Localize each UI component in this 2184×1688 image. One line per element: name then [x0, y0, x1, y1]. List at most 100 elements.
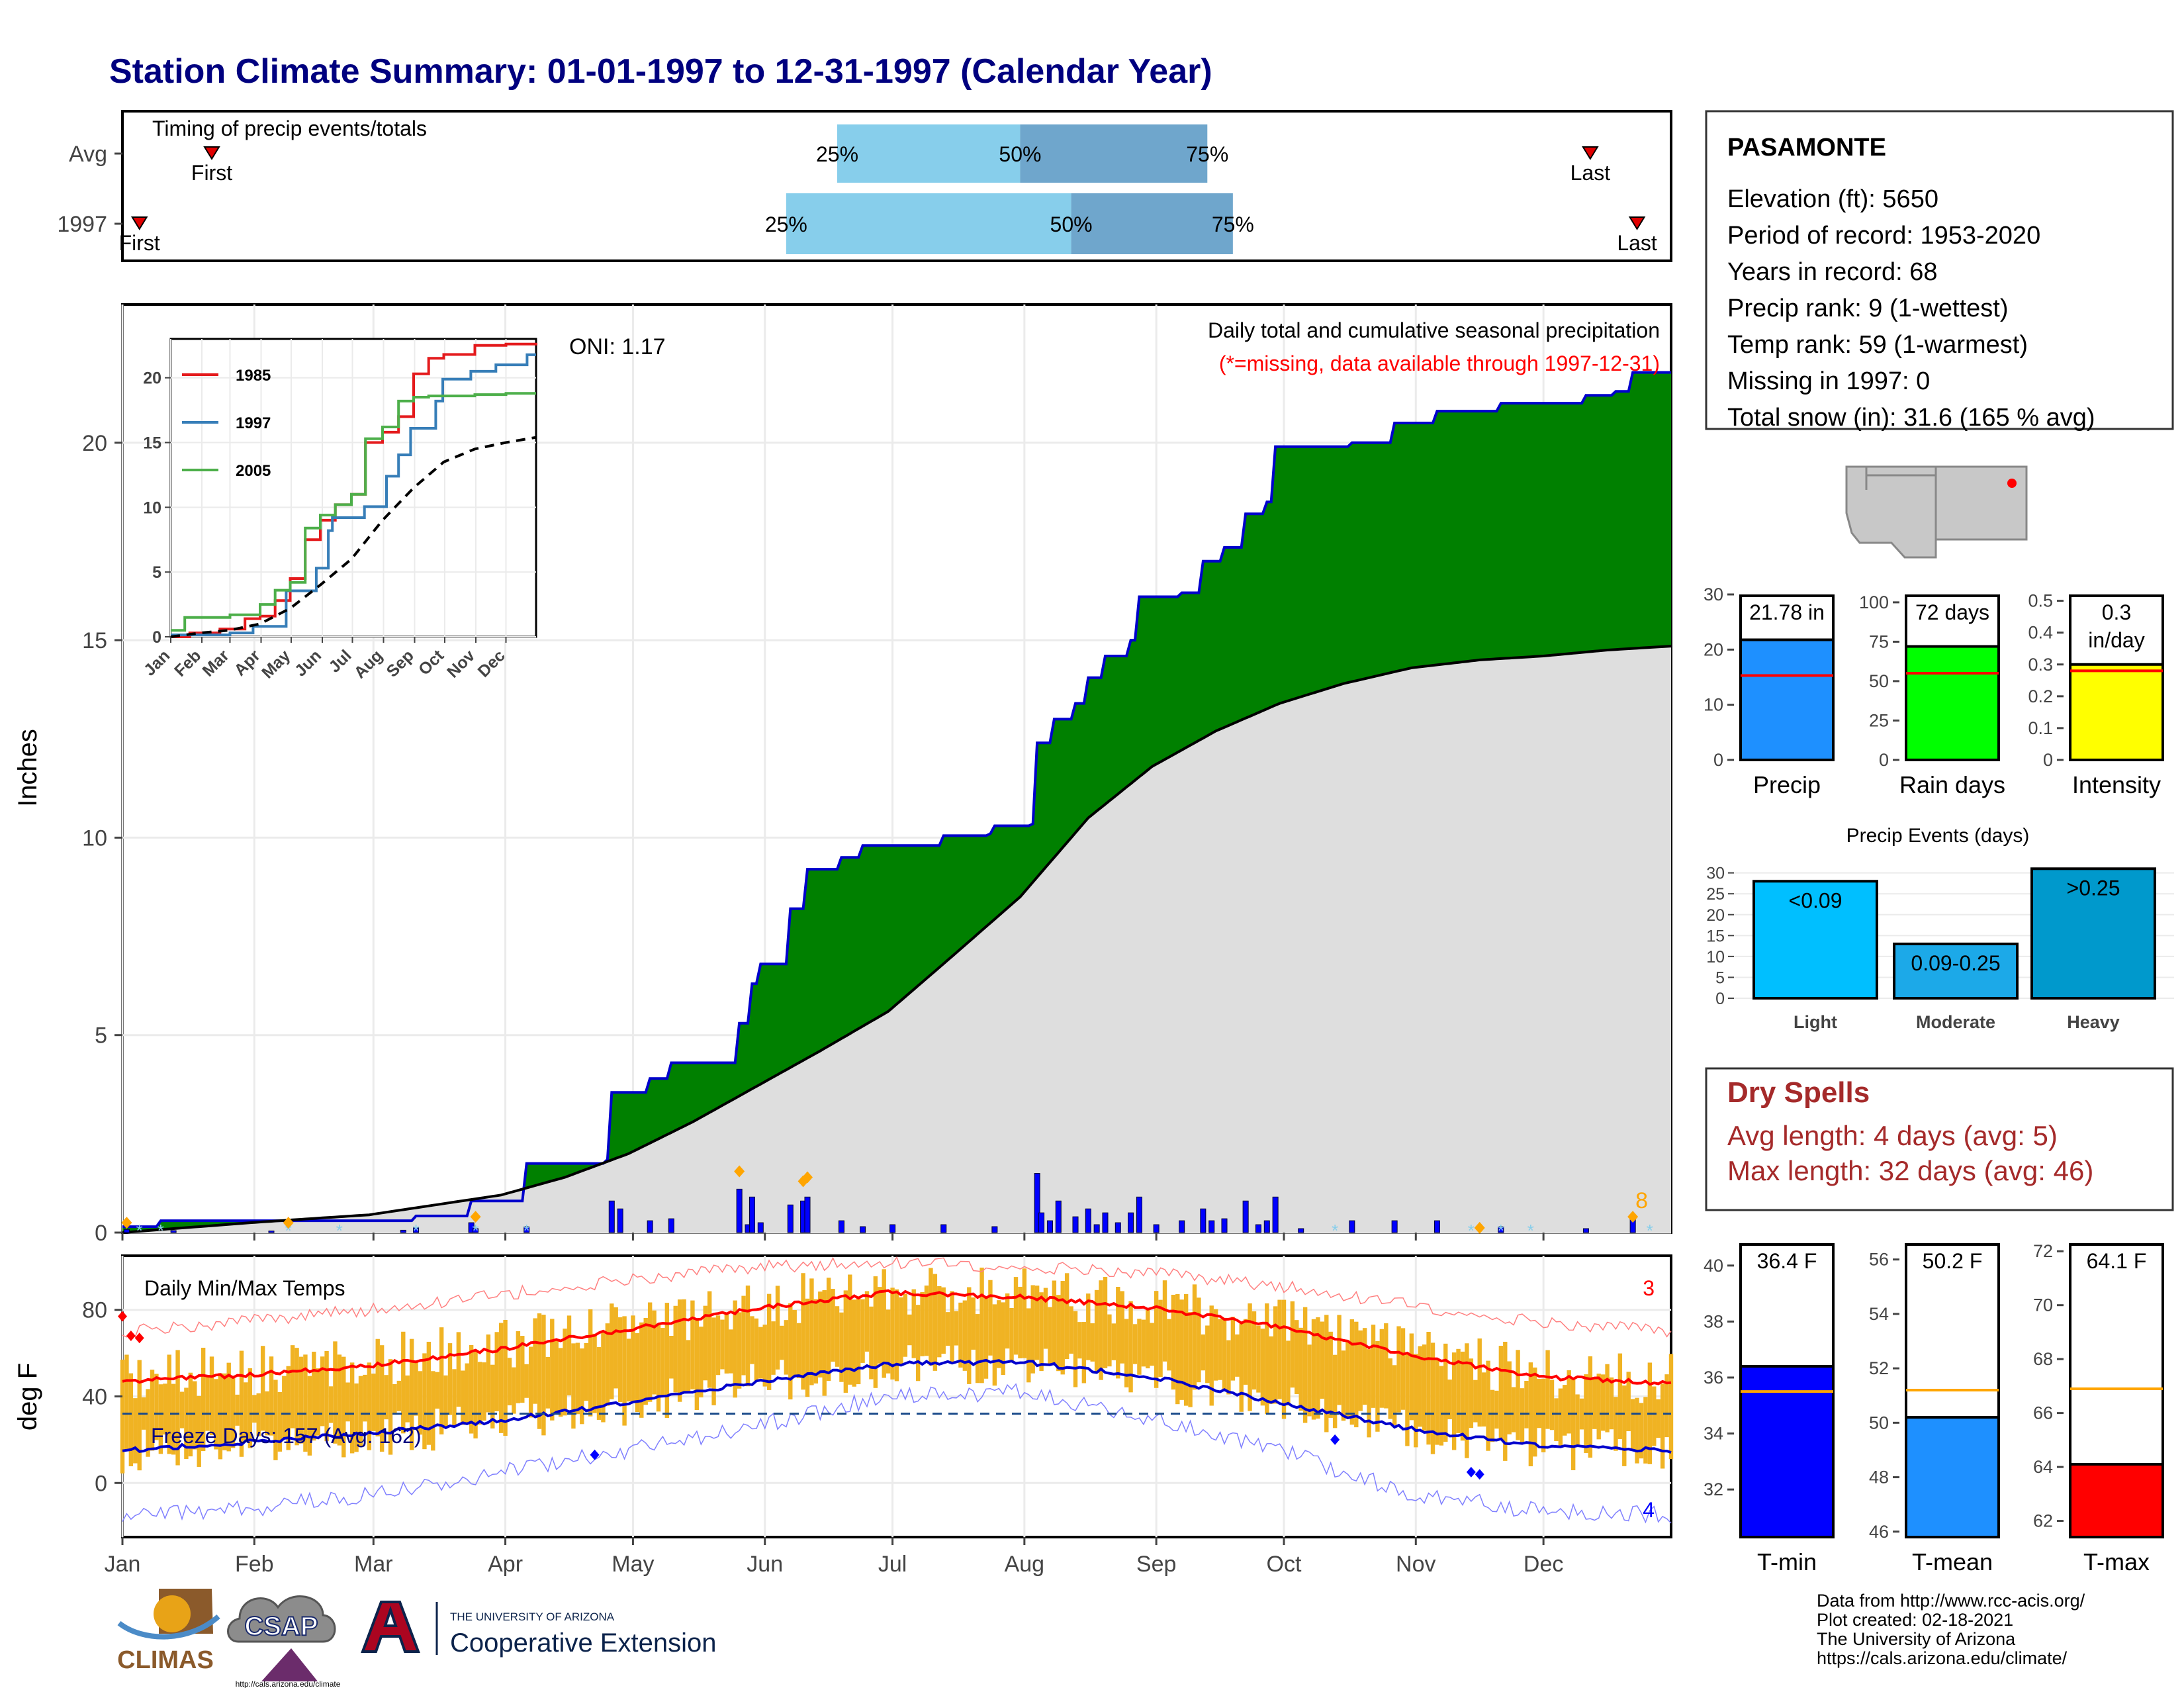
- daily-temp-bar: [303, 1354, 308, 1452]
- daily-temp-bar: [550, 1319, 555, 1421]
- daily-temp-bar: [128, 1373, 134, 1467]
- max-record-count: 3: [1643, 1276, 1655, 1300]
- inset-y-tick-label: 15: [143, 434, 161, 453]
- daily-temp-bar: [205, 1375, 210, 1431]
- daily-temp-bar: [1575, 1394, 1580, 1445]
- daily-temp-bar: [1094, 1289, 1099, 1374]
- daily-temp-bar: [426, 1341, 432, 1445]
- daily-temp-bar: [754, 1318, 759, 1381]
- daily-temp-bar: [1111, 1323, 1116, 1360]
- daily-temp-bar: [852, 1299, 856, 1387]
- events-category-label: Moderate: [1916, 1012, 1995, 1032]
- temp-summary-y-tick-label: 62: [2033, 1511, 2053, 1531]
- daily-temp-bar: [805, 1298, 810, 1397]
- precip-summary-y-tick-label: 25: [1869, 710, 1889, 730]
- temp-summary-bars: 32 34 36 38 40 36.4 F T-min 46 48 50 52 54 56 50.2 F T…: [1704, 1241, 2164, 1575]
- daily-temp-bar: [899, 1297, 903, 1364]
- daily-temp-bar: [473, 1350, 478, 1438]
- daily-temp-bar: [1447, 1380, 1452, 1420]
- daily-temp-bar: [894, 1289, 899, 1382]
- daily-temp-bar: [384, 1375, 388, 1420]
- daily-temp-bar: [647, 1302, 653, 1402]
- daily-temp-bar: [937, 1286, 942, 1358]
- daily-precip-bar: [468, 1222, 475, 1233]
- timing-title: Timing of precip events/totals: [152, 117, 427, 140]
- temp-summary-y-tick-label: 68: [2033, 1349, 2053, 1369]
- record-min-line: [122, 1383, 1672, 1524]
- timing-p75-label: 75%: [1212, 212, 1254, 236]
- average-cumulative-line: [122, 645, 1672, 1234]
- daily-temp-bar: [1048, 1307, 1052, 1366]
- daily-temp-bar: [503, 1319, 508, 1436]
- daily-temp-bar: [298, 1356, 304, 1444]
- precip-events-title: Precip Events (days): [1846, 825, 2030, 847]
- daily-temp-bar: [154, 1374, 159, 1440]
- daily-temp-bar: [1392, 1365, 1397, 1425]
- temp-summary-y-tick-label: 64: [2033, 1457, 2053, 1477]
- precip-summary-y-tick-label: 0: [1713, 750, 1723, 770]
- avg-min-line: [122, 1358, 1672, 1454]
- daily-temp-bar: [1558, 1388, 1563, 1448]
- daily-temp-bar: [120, 1359, 125, 1474]
- daily-temp-bar: [133, 1398, 138, 1464]
- record-low-marker: [1330, 1434, 1340, 1445]
- daily-precip-bar: [940, 1224, 947, 1233]
- daily-temp-bar: [626, 1338, 631, 1402]
- daily-temp-bar: [1175, 1293, 1180, 1405]
- locator-map: [1843, 462, 2028, 563]
- daily-precip-bar: [757, 1222, 764, 1233]
- daily-temp-bar: [507, 1358, 512, 1405]
- daily-temp-bar: [737, 1312, 742, 1389]
- daily-temp-bar: [422, 1353, 427, 1450]
- events-y-tick-label: 20: [1706, 906, 1725, 925]
- daily-temp-bar: [1617, 1353, 1623, 1439]
- daily-temp-bar: [1128, 1301, 1133, 1393]
- daily-temp-bar: [631, 1315, 635, 1402]
- observed-cumulative-line: [122, 371, 1671, 1229]
- month-label: Feb: [235, 1552, 274, 1577]
- station-line-elevation: Elevation (ft): 5650: [1727, 185, 1938, 213]
- daily-temp-bar: [171, 1383, 176, 1455]
- daily-temp-bar: [1516, 1350, 1520, 1440]
- temp-summary-category-label: T-min: [1757, 1548, 1817, 1575]
- temp-summary-value-label: 64.1 F: [2087, 1249, 2147, 1273]
- daily-precip-bar: [787, 1204, 794, 1233]
- daily-temp-bar: [409, 1338, 414, 1450]
- daily-temp-bar: [584, 1342, 588, 1401]
- month-label: Mar: [354, 1552, 393, 1577]
- precip-summary-y-tick-label: 75: [1869, 632, 1889, 651]
- snow-day-marker: *: [285, 1221, 292, 1241]
- temps-title: Daily Min/Max Temps: [144, 1276, 345, 1300]
- daily-temp-bar: [1141, 1319, 1146, 1367]
- precip-summary-y-tick-label: 30: [1704, 585, 1723, 604]
- daily-temp-bar: [1639, 1403, 1644, 1459]
- daily-temp-bar: [1022, 1268, 1027, 1358]
- daily-temp-bar: [1290, 1301, 1295, 1388]
- precip-summary-y-tick-label: 0: [1879, 750, 1889, 770]
- temp-summary-y-tick-label: 46: [1869, 1522, 1889, 1542]
- daily-temp-bar: [1465, 1343, 1469, 1458]
- daily-precip-bar: [736, 1188, 743, 1233]
- daily-temp-bar: [1375, 1340, 1380, 1432]
- daily-temp-bar: [1349, 1319, 1355, 1425]
- daily-temp-bar: [269, 1356, 274, 1436]
- daily-temp-bar: [371, 1374, 376, 1431]
- precip-summary-bars: 0 10 20 30 21.78 in Precip 0 25 50 75 100 72 days Ra…: [1704, 585, 2164, 798]
- daily-temp-bar: [333, 1341, 338, 1444]
- daily-temp-bar: [193, 1381, 197, 1450]
- daily-temp-bar: [1056, 1295, 1061, 1372]
- daily-temp-bar: [1345, 1340, 1350, 1418]
- daily-temp-bar: [601, 1332, 606, 1423]
- snow-day-marker: *: [1647, 1221, 1653, 1241]
- events-y-tick-label: 30: [1706, 865, 1725, 883]
- daily-temp-bar: [822, 1290, 827, 1396]
- climas-logo: CLIMAS: [117, 1589, 220, 1674]
- daily-precip-bar: [1498, 1226, 1504, 1233]
- daily-temp-bar: [788, 1303, 793, 1400]
- daily-temp-bar: [1034, 1286, 1040, 1360]
- daily-temp-bar: [1592, 1379, 1597, 1429]
- events-bar-light: [1752, 880, 1878, 1000]
- daily-temp-bar: [286, 1366, 291, 1450]
- daily-temp-bar: [1652, 1386, 1657, 1446]
- daily-temp-bar: [456, 1332, 461, 1407]
